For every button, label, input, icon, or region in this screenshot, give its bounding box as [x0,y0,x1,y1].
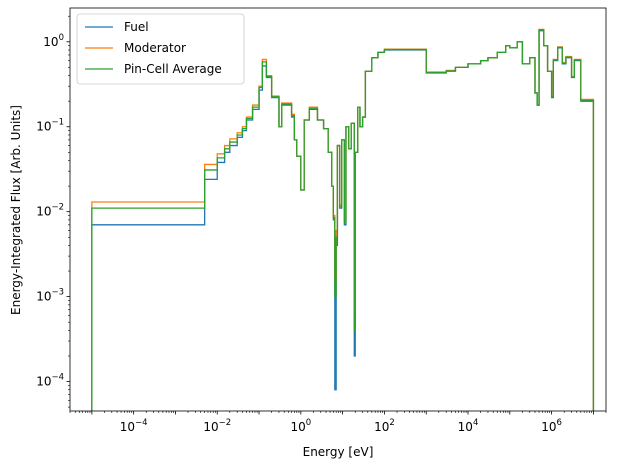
y-axis: 10−4 10−3 10−2 10−1 100 [36,15,70,408]
x-tick-label: 100 [290,418,311,434]
y-tick-label: 10−2 [36,203,64,219]
x-tick-label: 10−4 [120,418,148,434]
legend-label-1: Moderator [124,41,186,55]
y-tick-label: 10−3 [36,288,64,304]
y-tick-label: 10−4 [36,373,64,389]
y-tick-label: 100 [43,33,64,49]
x-tick-label: 106 [541,418,562,434]
x-axis: 10−4 10−2 100 102 104 106 [69,411,607,434]
x-tick-label: 10−2 [203,418,231,434]
x-tick-label: 104 [458,418,479,434]
plot-frame [69,7,607,412]
x-axis-title: Energy [eV] [303,445,374,459]
x-tick-label: 102 [374,418,395,434]
y-axis-title: Energy-Integrated Flux [Arb. Units] [9,105,23,315]
legend: Fuel Moderator Pin-Cell Average [76,13,245,85]
legend-label-2: Pin-Cell Average [124,62,222,76]
y-tick-label: 10−1 [36,118,64,134]
series-layer [91,28,595,411]
legend-label-0: Fuel [124,20,149,34]
series-line-2 [91,29,595,411]
legend-box [76,13,245,85]
